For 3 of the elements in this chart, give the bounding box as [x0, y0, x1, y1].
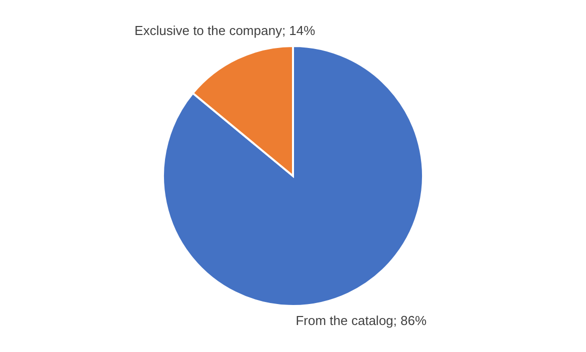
slice-label: Exclusive to the company; 14%: [134, 23, 316, 38]
slice-label: From the catalog; 86%: [296, 312, 427, 328]
pie-slice: [162, 45, 424, 307]
